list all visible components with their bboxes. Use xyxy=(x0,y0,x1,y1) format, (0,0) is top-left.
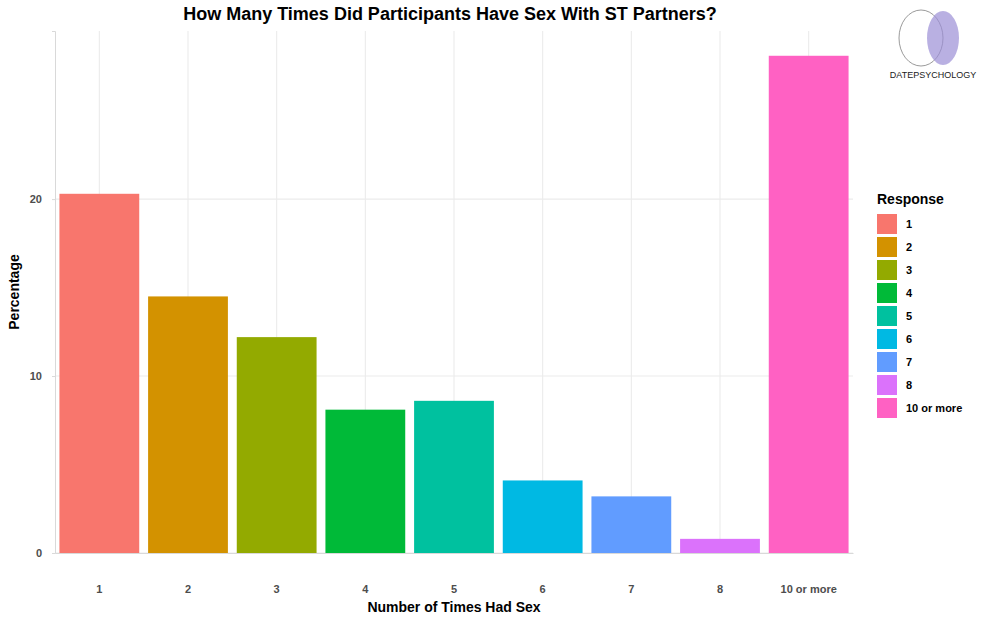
legend-swatch xyxy=(877,398,897,418)
legend-swatch xyxy=(877,237,897,257)
chart: 0 10 20 1 2 3 4 5 6 7 8 10 or more How Many Times Di… xyxy=(0,0,982,623)
y-axis-line xyxy=(52,32,56,554)
y-tick-label: 0 xyxy=(36,547,42,559)
x-tick: 7 xyxy=(628,553,634,595)
x-grid-line xyxy=(542,31,543,553)
y-axis-title: Percentage xyxy=(6,254,22,330)
x-tick: 4 xyxy=(362,553,369,595)
x-tick-label: 3 xyxy=(274,583,280,595)
x-tick-label: 4 xyxy=(362,583,369,595)
legend-swatch xyxy=(877,214,897,234)
legend-label: 3 xyxy=(906,264,912,276)
x-tick-label: 7 xyxy=(628,583,634,595)
bar xyxy=(237,337,317,553)
x-tick: 5 xyxy=(451,553,457,595)
bars xyxy=(59,56,848,553)
bar xyxy=(769,56,849,553)
x-tick: 8 xyxy=(717,553,723,595)
x-tick-label: 6 xyxy=(540,583,546,595)
x-axis: 1 2 3 4 5 6 7 8 10 or more xyxy=(56,553,854,595)
title: How Many Times Did Participants Have Sex… xyxy=(183,4,717,24)
legend-label: 6 xyxy=(906,333,912,345)
legend-label: 2 xyxy=(906,241,912,253)
y-tick: 10 xyxy=(30,370,55,382)
x-tick-label: 5 xyxy=(451,583,457,595)
legend-label: 10 or more xyxy=(906,402,962,414)
y-axis: 0 10 20 xyxy=(30,32,56,560)
legend-label: 4 xyxy=(906,287,913,299)
legend-swatch xyxy=(877,306,897,326)
x-tick: 1 xyxy=(96,553,102,595)
x-axis-title: Number of Times Had Sex xyxy=(367,599,540,615)
bar xyxy=(414,401,494,553)
x-axis-line xyxy=(56,553,854,554)
plot: 0 10 20 1 2 3 4 5 6 7 8 10 or more xyxy=(30,31,854,595)
x-tick: 3 xyxy=(274,553,280,595)
bar xyxy=(503,480,583,553)
legend-label: 7 xyxy=(906,356,912,368)
y-tick-label: 20 xyxy=(30,193,42,205)
bar xyxy=(148,296,228,553)
legend-swatch xyxy=(877,283,897,303)
x-tick: 2 xyxy=(185,553,191,595)
x-tick: 10 or more xyxy=(781,553,837,595)
y-tick: 20 xyxy=(30,193,55,205)
x-grid-line xyxy=(719,31,720,553)
logo: DATEPSYCHOLOGY xyxy=(890,10,976,80)
bar xyxy=(591,496,671,553)
bar xyxy=(325,410,405,553)
logo-brain-right xyxy=(927,11,959,65)
x-tick-label: 1 xyxy=(96,583,102,595)
x-tick: 6 xyxy=(540,553,546,595)
y-tick-mark xyxy=(52,553,55,554)
y-tick: 0 xyxy=(36,547,55,559)
x-tick-label: 10 or more xyxy=(781,583,837,595)
legend-swatch xyxy=(877,352,897,372)
y-tick-label: 10 xyxy=(30,370,42,382)
x-grid-line xyxy=(631,31,632,553)
legend-label: 1 xyxy=(906,218,912,230)
grid xyxy=(55,31,853,553)
annotation: DATEPSYCHOLOGY xyxy=(890,70,976,80)
x-tick-label: 8 xyxy=(717,583,723,595)
bar xyxy=(59,194,139,553)
bar xyxy=(680,539,760,553)
legend-swatch xyxy=(877,329,897,349)
legend-label: 8 xyxy=(906,379,912,391)
legend: Response 1 2 3 4 5 6 7 8 10 or more xyxy=(877,191,962,418)
legend-swatch xyxy=(877,375,897,395)
x-tick-label: 2 xyxy=(185,583,191,595)
legend-label: 5 xyxy=(906,310,912,322)
y-tick-mark xyxy=(52,376,55,377)
legend-title: Response xyxy=(877,191,944,207)
legend-swatch xyxy=(877,260,897,280)
y-tick-mark xyxy=(52,199,55,200)
